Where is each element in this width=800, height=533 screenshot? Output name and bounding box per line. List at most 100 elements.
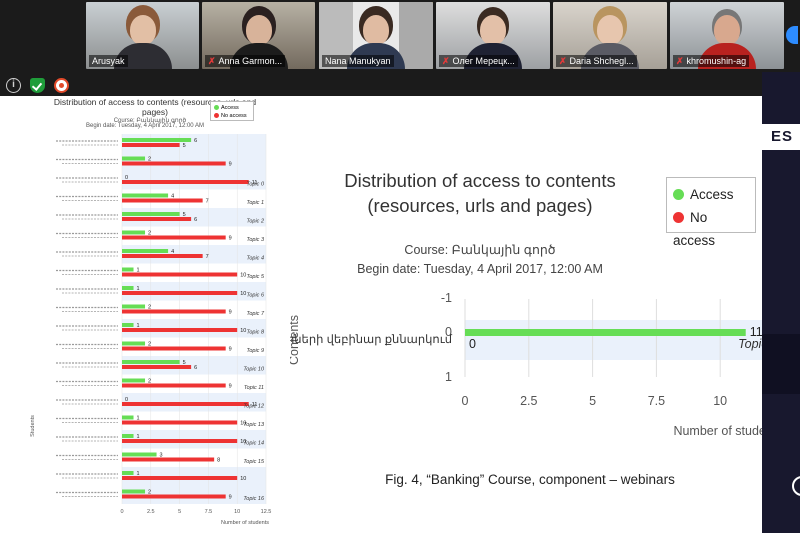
access-bar [122,341,146,346]
x-tick-label: 2.5 [147,509,155,515]
x-tick-label: 12.5 [261,509,272,515]
video-tile[interactable]: ✗ Daria Shchegl... [553,2,667,69]
shield-icon[interactable] [30,78,45,93]
no-access-data-label: 0 [469,337,476,351]
x-tick-label: 2.5 [520,394,537,408]
access-bar [122,249,169,253]
x-tick-label: 10 [234,509,240,515]
topic-label: Topic 9 [246,348,264,354]
category-label: Վեբինարների վեբինար քննարկում [290,333,453,346]
circle-icon [792,476,800,496]
topic-band [465,320,762,360]
record-icon[interactable] [54,78,69,93]
no-access-bar [122,272,238,277]
topic-label: Topic 7 [246,311,264,317]
access-data-label: 4 [171,249,174,255]
video-tile[interactable]: ✗ Anna Garmon... [202,2,315,69]
no-access-bar [122,198,203,203]
video-tile[interactable]: ✗ Олег Мерецк... [436,2,550,69]
access-data-label: 4 [171,194,174,200]
access-bar [122,212,180,216]
no-access-bar [122,439,238,443]
access-data-label: 0 [125,397,128,403]
participant-name: Daria Shchegl... [569,56,634,66]
access-data-label: 5 [183,360,186,366]
access-data-label: 6 [194,138,197,144]
no-access-data-label: 11 [252,180,258,186]
left-chart-course: Course: Բանկային գործ [113,118,187,124]
no-access-bar [122,235,226,240]
x-axis-title: Number of students [221,520,269,526]
brand-logo: ES [762,124,800,150]
gallery-scroll-icon[interactable] [786,26,798,44]
no-access-data-label: 11 [252,402,258,408]
access-data-label: 1 [137,323,140,329]
access-bar [122,193,169,198]
access-data-label: 0 [125,175,128,181]
participant-name: Nana Manukyan [325,56,391,66]
no-access-data-label: 9 [229,495,232,501]
topic-label: Topic 13 [243,422,265,428]
participant-name: Олег Мерецк... [452,56,515,66]
access-data-label: 1 [137,286,140,292]
background-slide-edge: ES [762,72,800,533]
no-access-bar [122,476,238,480]
no-access-data-label: 9 [229,162,232,168]
video-tile-active-speaker[interactable]: Nana Manukyan [319,2,433,69]
x-tick-label: 5 [178,509,181,515]
legend-no-access-label: No access [673,210,716,248]
no-access-data-label: 6 [194,217,197,223]
no-access-legend-dot [673,212,684,223]
access-bar [122,434,134,438]
left-chart: Distribution of access to contents (reso… [0,96,290,533]
topic-label: Topic 10 [243,367,265,373]
x-tick-label: 0 [120,509,123,515]
video-tile[interactable]: ✗ khromushin-ag [670,2,784,69]
topic-label: Topic 1 [246,200,264,206]
no-access-bar [122,383,226,388]
right-chart-begin-date: Begin date: Tuesday, 4 April 2017, 12:00… [357,262,603,276]
left-chart-legend: Access No access [210,101,254,121]
access-data-label: 3 [160,453,163,459]
mic-muted-icon: ✗ [208,56,216,66]
x-tick-label: 5 [589,394,596,408]
video-tile[interactable]: Arusyak [86,2,199,69]
participant-name: khromushin-ag [686,56,747,66]
figure-caption: Fig. 4, “Banking” Course, component – we… [385,472,675,487]
no-access-data-label: 7 [206,254,209,260]
access-bar [122,323,134,327]
access-data-label: 2 [148,231,151,237]
no-access-bar [122,457,215,462]
no-access-data-label: 9 [229,236,232,242]
no-access-data-label: 9 [229,310,232,316]
x-axis-title: Number of students [673,424,762,438]
participant-name: Arusyak [92,56,125,66]
legend-no-access-label: No access [221,113,247,119]
access-data-label: 2 [148,490,151,496]
access-data-label: 1 [137,416,140,422]
right-chart-title: Distribution of access to contents (reso… [344,170,616,216]
right-chart-course: Course: Բանկային գործ [404,243,556,257]
access-bar [465,329,746,336]
access-legend-dot [214,104,219,110]
no-access-bar [122,494,226,499]
x-tick-label: 7.5 [648,394,665,408]
access-bar [122,415,134,420]
no-access-data-label: 8 [217,458,220,464]
access-data-label: 2 [148,342,151,348]
mic-muted-icon: ✗ [559,56,567,66]
no-access-bar [122,402,249,406]
no-access-bar [122,254,203,258]
info-icon[interactable]: i [6,78,21,93]
mic-muted-icon: ✗ [442,56,450,66]
access-data-label: 2 [148,157,151,163]
access-bar [122,378,146,383]
no-access-bar [122,161,226,166]
no-access-bar [122,420,238,425]
no-access-data-label: 9 [229,347,232,353]
topic-label: Topic 8 [246,330,264,336]
topic-label: Topic 15 [243,459,265,465]
y-tick-label: -1 [441,291,452,305]
legend-access-label: Access [221,105,239,111]
no-access-data-label: 10 [240,476,246,482]
